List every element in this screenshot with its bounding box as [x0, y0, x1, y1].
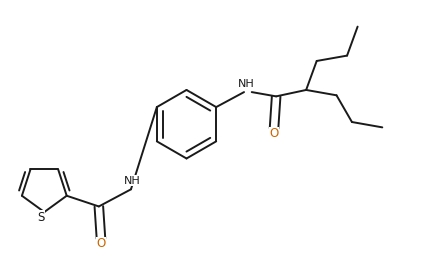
Text: S: S	[37, 211, 45, 224]
Text: O: O	[269, 127, 279, 140]
Text: NH: NH	[238, 79, 255, 88]
Text: O: O	[97, 237, 106, 250]
Text: NH: NH	[124, 176, 141, 186]
